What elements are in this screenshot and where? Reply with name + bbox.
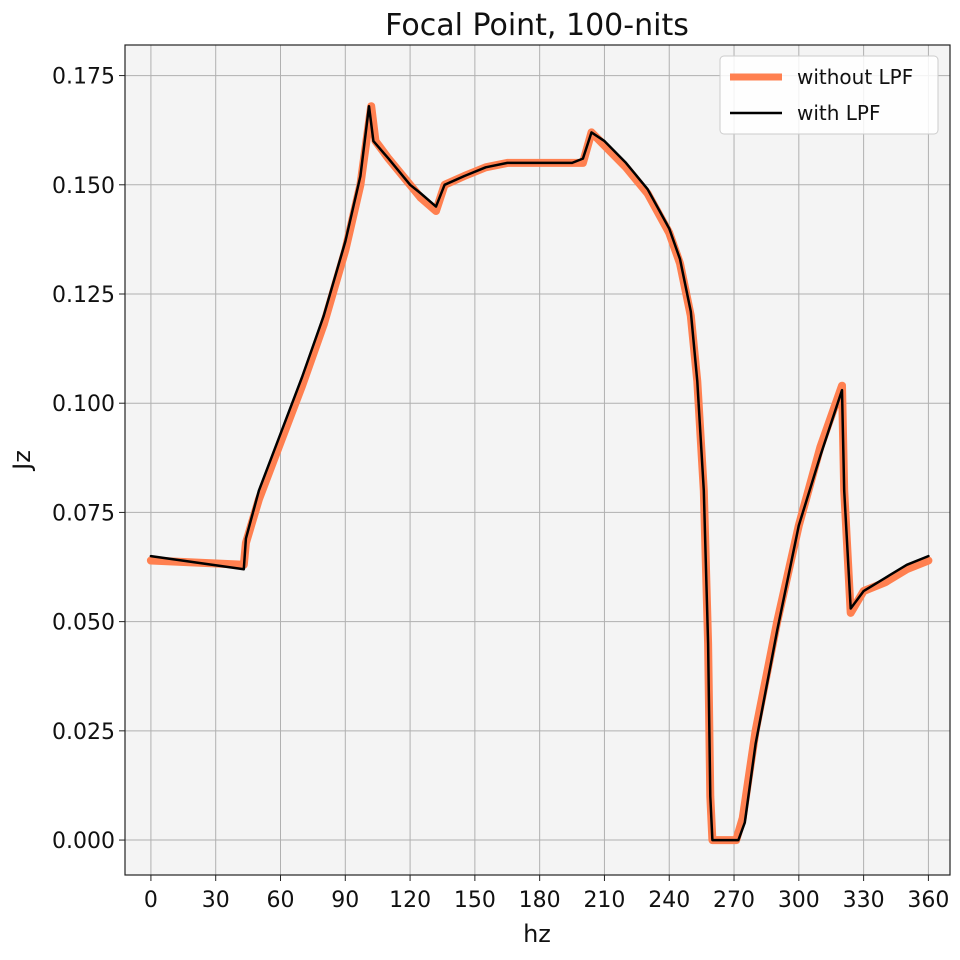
chart-title: Focal Point, 100-nits [385, 8, 689, 43]
x-tick-label: 270 [713, 888, 755, 913]
y-tick-label: 0.125 [52, 283, 115, 308]
x-tick-label: 120 [389, 888, 431, 913]
y-tick-label: 0.025 [52, 720, 115, 745]
legend-label-with-lpf: with LPF [797, 101, 881, 125]
y-tick-label: 0.175 [52, 65, 115, 90]
y-tick-label: 0.075 [52, 501, 115, 526]
y-axis-label: Jz [8, 450, 36, 472]
x-tick-label: 60 [266, 888, 294, 913]
x-tick-label: 210 [583, 888, 625, 913]
x-tick-label: 360 [907, 888, 949, 913]
legend-label-without-lpf: without LPF [797, 65, 913, 89]
y-tick-label: 0.100 [52, 392, 115, 417]
x-tick-label: 90 [331, 888, 359, 913]
x-tick-label: 30 [202, 888, 230, 913]
x-tick-label: 300 [778, 888, 820, 913]
y-axis: 0.000 0.025 0.050 0.075 0.100 0.125 0.150 0.175 [52, 65, 125, 854]
series-line-with-lpf [149, 104, 930, 842]
x-axis-label: hz [523, 920, 551, 948]
y-tick-label: 0.150 [52, 174, 115, 199]
y-tick-label: 0.000 [52, 829, 115, 854]
x-tick-label: 0 [144, 888, 158, 913]
plot-frame [124, 44, 951, 876]
y-tick-label: 0.050 [52, 611, 115, 636]
series-layer [146, 102, 933, 845]
x-tick-label: 330 [843, 888, 885, 913]
x-tick-label: 150 [454, 888, 496, 913]
plot-area [124, 44, 951, 876]
x-axis: 0 30 60 90 120 150 180 210 240 270 300 330 360 [144, 875, 949, 913]
legend: without LPF with LPF [719, 55, 939, 135]
x-tick-label: 180 [519, 888, 561, 913]
plot-background [124, 44, 951, 876]
x-tick-label: 240 [648, 888, 690, 913]
grid [125, 45, 950, 875]
